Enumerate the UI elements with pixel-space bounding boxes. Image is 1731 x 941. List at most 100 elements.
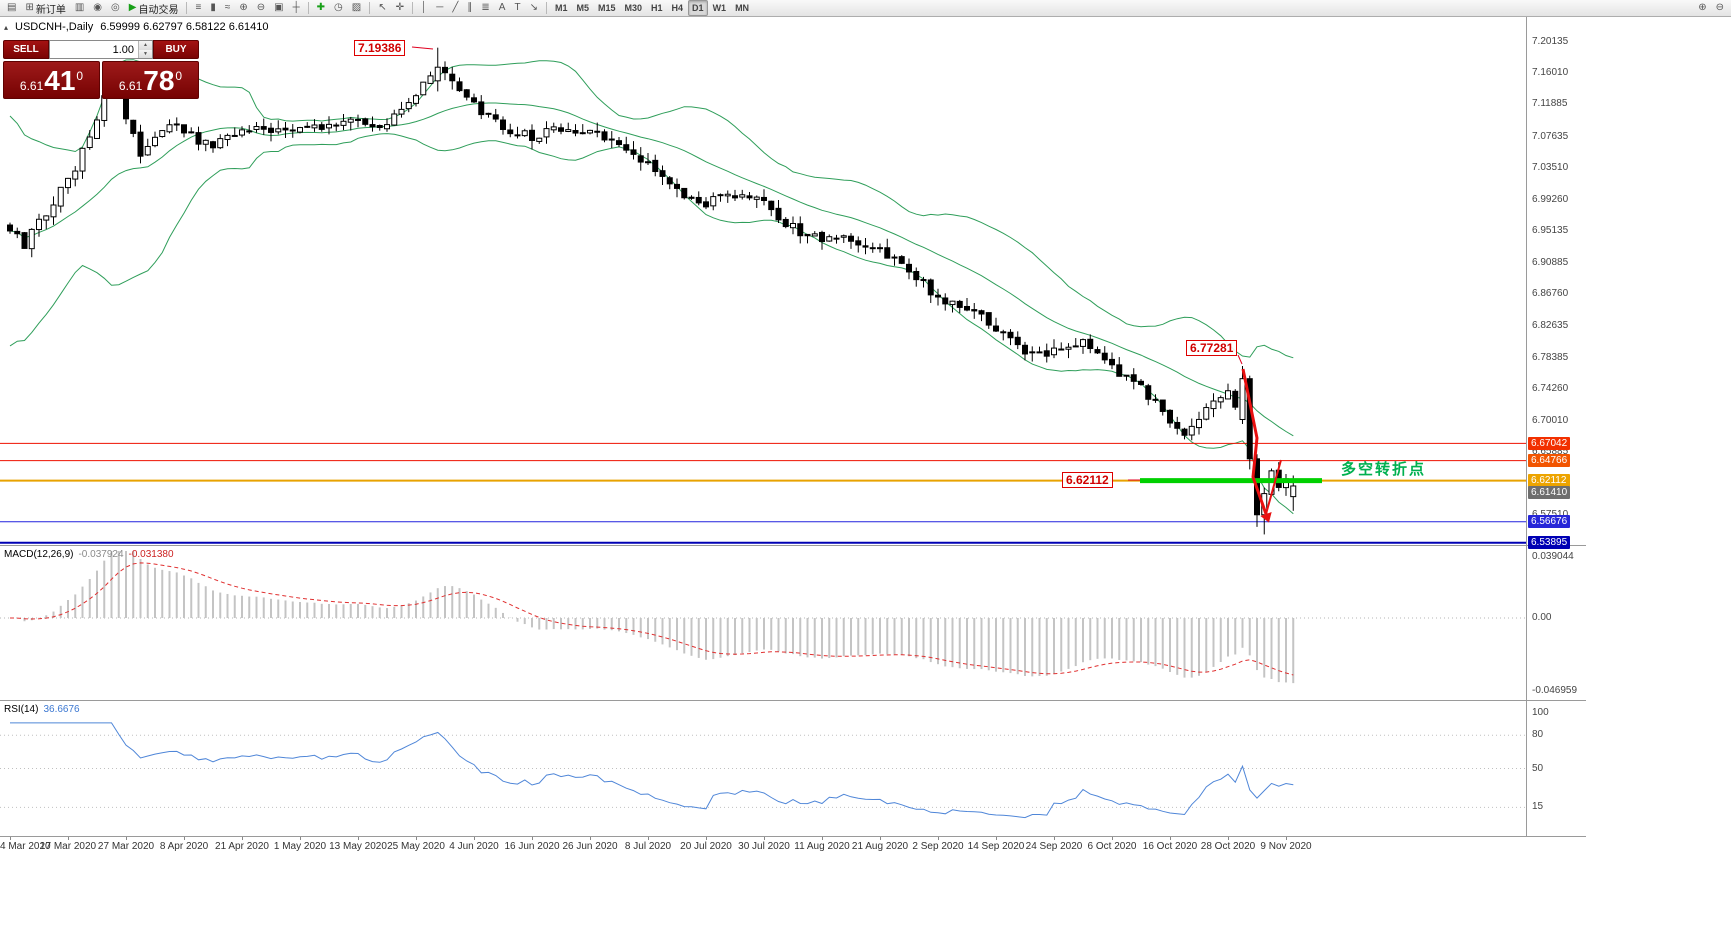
timeframe-h4-button[interactable]: H4	[668, 0, 688, 16]
trendline-button[interactable]: ╱	[448, 0, 462, 16]
price-annotation-label[interactable]: 7.19386	[354, 40, 406, 56]
text-button[interactable]: A	[495, 0, 510, 16]
timeframe-m5-button[interactable]: M5	[572, 0, 593, 16]
timeframe-h4-label: H4	[671, 3, 684, 13]
vertical-line-button[interactable]: │	[417, 0, 431, 16]
equidistant-channel-button[interactable]: ∥	[463, 0, 476, 16]
macd-main-value: -0.037924	[78, 549, 124, 560]
down-arrow[interactable]	[1241, 368, 1282, 523]
magnifier-plus-button[interactable]: ⊕	[1694, 0, 1710, 16]
price-axis[interactable]: 7.20135 7.16010 7.11885 7.07635 7.03510 6.992…	[1526, 17, 1731, 836]
toolbar-separator	[369, 2, 371, 14]
sell-price-panel[interactable]: 6.61 41 0	[3, 61, 100, 99]
price-axis-label: 6.57510	[1532, 509, 1568, 520]
tile-windows-icon: ▣	[274, 2, 284, 13]
date-axis-label: 27 Mar 2020	[97, 841, 155, 852]
timeframe-m30-button[interactable]: M30	[621, 0, 647, 16]
volume-down-button[interactable]: ▼	[139, 49, 152, 58]
horizontal-line-icon: ─	[436, 2, 444, 13]
date-axis-tick	[1170, 837, 1171, 840]
macd-indicator-label: MACD(12,26,9) -0.037924 -0.031380	[4, 549, 174, 560]
line-chart-button[interactable]: ≈	[221, 0, 235, 16]
refresh-button[interactable]: ◉	[89, 0, 106, 16]
rsi-pane-svg[interactable]	[0, 701, 1586, 836]
new-order-button[interactable]: ⊞ 新订单	[21, 0, 69, 16]
tile-windows-button[interactable]: ▣	[270, 0, 287, 16]
timeframe-mn-button[interactable]: MN	[731, 0, 753, 16]
indicators-icon: ✚	[316, 2, 326, 13]
date-axis-tick	[1054, 837, 1055, 840]
bar-chart-icon: ≡	[195, 2, 202, 13]
buy-price-panel[interactable]: 6.61 78 0	[102, 61, 199, 99]
date-axis-label: 30 Jul 2020	[738, 841, 790, 852]
date-axis-label: 9 Nov 2020	[1260, 841, 1312, 852]
date-axis-label: 25 May 2020	[387, 841, 445, 852]
arrow-tool-button[interactable]: ↘	[526, 0, 542, 16]
volume-up-button[interactable]: ▲	[139, 41, 152, 50]
date-axis-tick	[706, 837, 707, 840]
fibonacci-button[interactable]: ≣	[477, 0, 493, 16]
fibonacci-icon: ≣	[481, 2, 490, 13]
templates-icon: ▨	[351, 2, 362, 13]
date-axis-label: 14 Sep 2020	[967, 841, 1025, 852]
grid-button[interactable]: ┼	[289, 0, 304, 16]
profiles-button[interactable]: ▥	[71, 0, 88, 16]
cursor-button[interactable]: ↖	[374, 0, 390, 16]
autotrading-icon: ▶	[128, 2, 137, 13]
trendline-icon: ╱	[452, 2, 459, 13]
date-axis-tick	[1286, 837, 1287, 840]
zoom-out-button[interactable]: ⊖	[253, 0, 269, 16]
volume-field[interactable]: 1.00 ▲ ▼	[49, 40, 153, 59]
timeframe-mn-label: MN	[735, 3, 750, 13]
indicators-button[interactable]: ✚	[313, 0, 329, 16]
magnifier-minus-button[interactable]: ⊖	[1712, 0, 1728, 16]
timeframe-w1-button[interactable]: W1	[709, 0, 731, 16]
price-annotation-label[interactable]: 6.77281	[1186, 340, 1238, 356]
rsi-pane-splitter[interactable]	[0, 700, 1586, 701]
zoom-in-button[interactable]: ⊕	[235, 0, 251, 16]
date-axis[interactable]: 4 Mar 2020 17 Mar 2020 27 Mar 2020 8 Apr 20…	[0, 837, 1586, 857]
templates-button[interactable]: ▨	[348, 0, 365, 16]
sell-price-point: 0	[76, 69, 84, 83]
timeframe-m1-button[interactable]: M1	[551, 0, 572, 16]
bar-chart-button[interactable]: ≡	[191, 0, 205, 16]
turning-point-note[interactable]: 多空转折点	[1341, 461, 1427, 478]
chart-title: ▴ USDCNH-,Daily 6.59999 6.62797 6.58122 …	[4, 21, 268, 33]
price-annotation-label[interactable]: 6.62112	[1062, 472, 1113, 488]
toolbar: ▤ ⊞ 新订单 ▥ ◉ ◎ ▶ 自动交易 ≡ ▮ ≈ ⊕ ⊖ ▣ ┼ ✚ ◷ ▨ ↖ ✛ │ ─ ╱ ∥ ≣ A T ↘ M1 M5 M15…	[0, 0, 1731, 17]
date-axis-tick	[474, 837, 475, 840]
autotrading-button[interactable]: ▶ 自动交易	[125, 0, 183, 16]
date-axis-label: 26 Jun 2020	[562, 841, 618, 852]
line-chart-icon: ≈	[224, 2, 231, 13]
price-axis-label: 6.65885	[1532, 446, 1569, 458]
magnifier-minus-icon: ⊖	[1715, 2, 1724, 13]
price-axis-label: 6.99260	[1532, 193, 1569, 205]
price-axis-label: 7.11885	[1532, 98, 1568, 110]
periods-button[interactable]: ◷	[330, 0, 347, 16]
sell-button[interactable]: SELL	[3, 40, 49, 59]
new-chart-button[interactable]: ▤	[3, 0, 20, 16]
arrow-tool-icon: ↘	[529, 2, 538, 13]
alerts-icon: ◎	[111, 2, 120, 13]
macd-pane-splitter[interactable]	[0, 545, 1586, 546]
text-label-button[interactable]: T	[510, 0, 524, 16]
volume-input[interactable]: 1.00	[112, 44, 134, 56]
timeframe-m15-button[interactable]: M15	[594, 0, 620, 16]
alerts-button[interactable]: ◎	[107, 0, 124, 16]
crosshair-button[interactable]: ✛	[392, 0, 408, 16]
horizontal-line-button[interactable]: ─	[432, 0, 447, 16]
buy-button[interactable]: BUY	[153, 40, 199, 59]
candlestick-series	[7, 47, 1297, 535]
grid-icon: ┼	[292, 2, 300, 13]
macd-pane-svg[interactable]	[0, 546, 1586, 700]
chart-marker-icon: ▴	[4, 22, 9, 32]
chart-area[interactable]: ▴ USDCNH-,Daily 6.59999 6.62797 6.58122 …	[0, 17, 1731, 941]
price-axis-label: 6.82635	[1532, 319, 1569, 331]
timeframe-d1-button[interactable]: D1	[688, 0, 708, 16]
candlestick-chart-button[interactable]: ▮	[206, 0, 220, 16]
timeframe-m1-label: M1	[554, 3, 568, 13]
timeframe-h1-button[interactable]: H1	[647, 0, 667, 16]
date-axis-tick	[938, 837, 939, 840]
main-pane-svg[interactable]	[0, 17, 1586, 545]
